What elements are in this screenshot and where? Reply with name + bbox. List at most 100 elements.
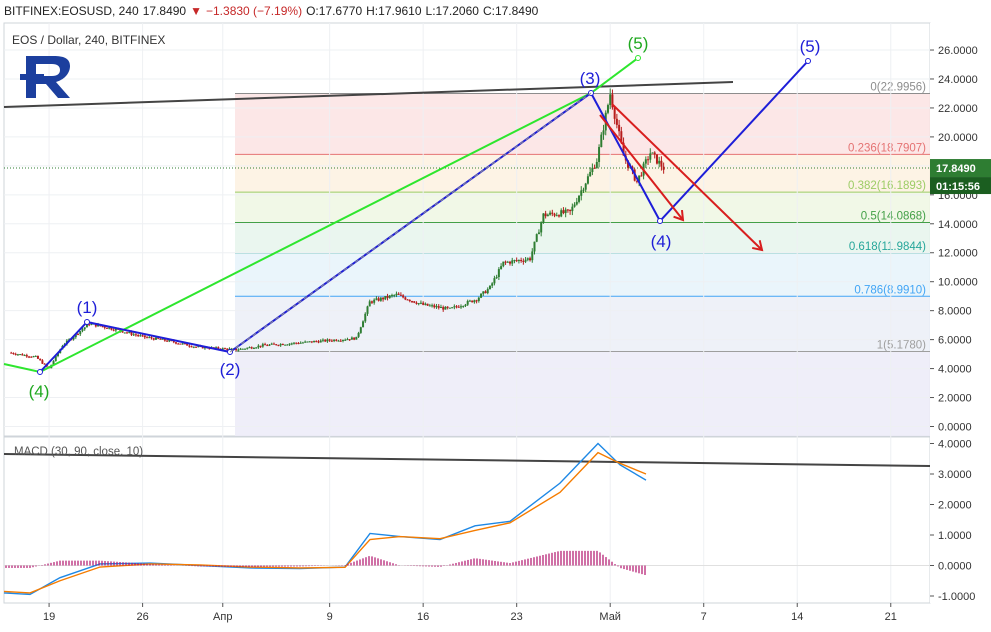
- red-arrow-long[interactable]: [611, 103, 763, 251]
- candle-body: [123, 332, 126, 334]
- candle-body: [30, 356, 33, 358]
- candle-body: [435, 306, 438, 308]
- candle-body: [324, 339, 327, 342]
- candle-body: [241, 348, 244, 350]
- time-badge-bg: [930, 177, 991, 195]
- candle-body: [177, 343, 180, 345]
- candle-body: [473, 300, 476, 303]
- candle-body: [105, 327, 108, 329]
- blue-wave-marker-4[interactable]: [657, 218, 663, 224]
- y-tick-label-6: 14.0000: [938, 219, 978, 231]
- candle-body: [16, 354, 19, 356]
- candle-body: [19, 354, 22, 356]
- wave-label-1: (2): [220, 360, 241, 379]
- candle-body: [580, 190, 583, 196]
- candle-body: [335, 339, 338, 341]
- price-badge[interactable]: 17.8490: [936, 163, 976, 175]
- y-tick-label-13: 0.0000: [938, 422, 972, 434]
- candle-body: [395, 293, 398, 296]
- candle-body: [535, 234, 538, 242]
- candle-body: [413, 301, 416, 303]
- candle-body: [41, 360, 44, 364]
- candle-body: [384, 296, 387, 300]
- candle-body: [39, 358, 42, 361]
- candle-body: [181, 343, 184, 345]
- candle-body: [497, 269, 500, 278]
- high-label: H:: [366, 4, 379, 18]
- last-price: 17.8490: [142, 4, 187, 18]
- candle-body: [486, 289, 489, 294]
- candle-body: [606, 105, 609, 113]
- open-value: 17.6770: [318, 4, 363, 18]
- candle-body: [620, 131, 623, 143]
- candle-body: [428, 305, 431, 307]
- fib-label-0: 0(22.9956): [870, 82, 926, 94]
- y-tick-label-11: 4.0000: [938, 364, 972, 376]
- wave-label-3: (4): [651, 232, 672, 251]
- blue-wave-line[interactable]: [39, 60, 809, 373]
- candle-body: [591, 167, 594, 173]
- candle-body: [277, 345, 280, 347]
- candle-body: [163, 338, 166, 341]
- candle-body: [190, 346, 193, 348]
- blue-wave-marker-1[interactable]: [84, 319, 90, 325]
- elliott-waves[interactable]: (1) (2) (3) (4) (5) (4) (5): [3, 34, 821, 401]
- candle-body: [517, 260, 520, 262]
- broker-logo: [20, 56, 70, 98]
- time-axis[interactable]: 19 26 Апр 9 16 23 Май 7 14 21: [4, 602, 930, 623]
- candle-body: [562, 210, 565, 214]
- candle-body: [159, 338, 162, 340]
- candle-body: [246, 347, 249, 349]
- candle-body: [613, 107, 616, 119]
- blue-wave-marker-0[interactable]: [37, 369, 43, 375]
- candle-body: [375, 298, 378, 300]
- candle-body: [502, 261, 505, 267]
- candle-body: [281, 344, 284, 346]
- low-value: 17.2060: [435, 4, 479, 18]
- time-badge[interactable]: 01:15:56: [936, 181, 980, 193]
- candle-body: [288, 343, 291, 345]
- macd-line: [3, 442, 647, 596]
- y-tick-label-0: 26.0000: [938, 45, 978, 57]
- candle-body: [480, 293, 483, 298]
- candle-body: [166, 340, 169, 342]
- candle-body: [333, 339, 336, 342]
- macd-y-tick-label-3: 1.0000: [938, 530, 972, 542]
- green-wave-line[interactable]: [3, 57, 639, 374]
- candle-body: [172, 340, 175, 343]
- candle-body: [221, 348, 224, 350]
- macd-indicator: [3, 442, 931, 596]
- candle-body: [10, 352, 13, 354]
- green-wave-end-marker[interactable]: [635, 55, 641, 61]
- red-arrow-short-head[interactable]: [673, 209, 685, 222]
- candle-body: [602, 130, 605, 135]
- candle-body: [308, 341, 311, 343]
- blue-wave-marker-5[interactable]: [805, 58, 811, 64]
- candle-body: [557, 215, 560, 217]
- candle-body: [255, 347, 258, 349]
- candle-body: [437, 306, 440, 308]
- candle-body: [192, 346, 195, 348]
- price-axis[interactable]: 26.000024.000022.000020.000018.000016.00…: [930, 23, 991, 603]
- candle-body: [431, 305, 434, 307]
- candle-body: [593, 167, 596, 169]
- candle-body: [248, 347, 251, 349]
- symbol-label[interactable]: BITFINEX:EOSUSD, 240: [4, 4, 139, 18]
- fibonacci-retracement[interactable]: 0(22.9956) 0.236(18.7907) 0.382(16.1893) 0.…: [235, 82, 930, 436]
- red-arrow-long-head[interactable]: [752, 240, 764, 252]
- candle-body: [293, 342, 296, 344]
- candle-body: [655, 154, 658, 164]
- wave-label-4: (5): [800, 37, 821, 56]
- fib-label-2: 0.382(16.1893): [848, 180, 926, 192]
- candle-body: [54, 356, 57, 362]
- red-arrow-short[interactable]: [599, 114, 684, 221]
- fib-label-6: 1(5.1780): [877, 340, 926, 352]
- macd-y-tick-label-2: 2.0000: [938, 500, 972, 512]
- candle-body: [404, 297, 407, 300]
- candle-body: [14, 353, 17, 355]
- candle-body: [644, 159, 647, 164]
- candle-body: [137, 335, 140, 337]
- candle-body: [564, 209, 567, 214]
- x-tick-label-1: 26: [136, 611, 148, 623]
